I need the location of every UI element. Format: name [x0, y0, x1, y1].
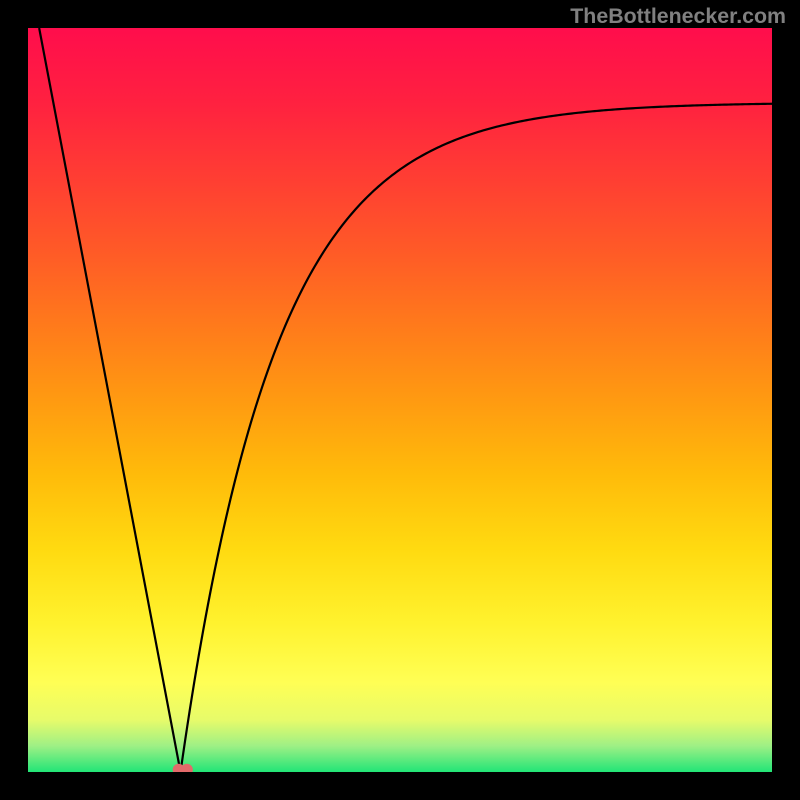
plot-area	[28, 28, 772, 772]
chart-frame: TheBottlenecker.com	[0, 0, 800, 800]
watermark-text: TheBottlenecker.com	[570, 4, 786, 29]
chart-svg	[28, 28, 772, 772]
gradient-background	[28, 28, 772, 772]
